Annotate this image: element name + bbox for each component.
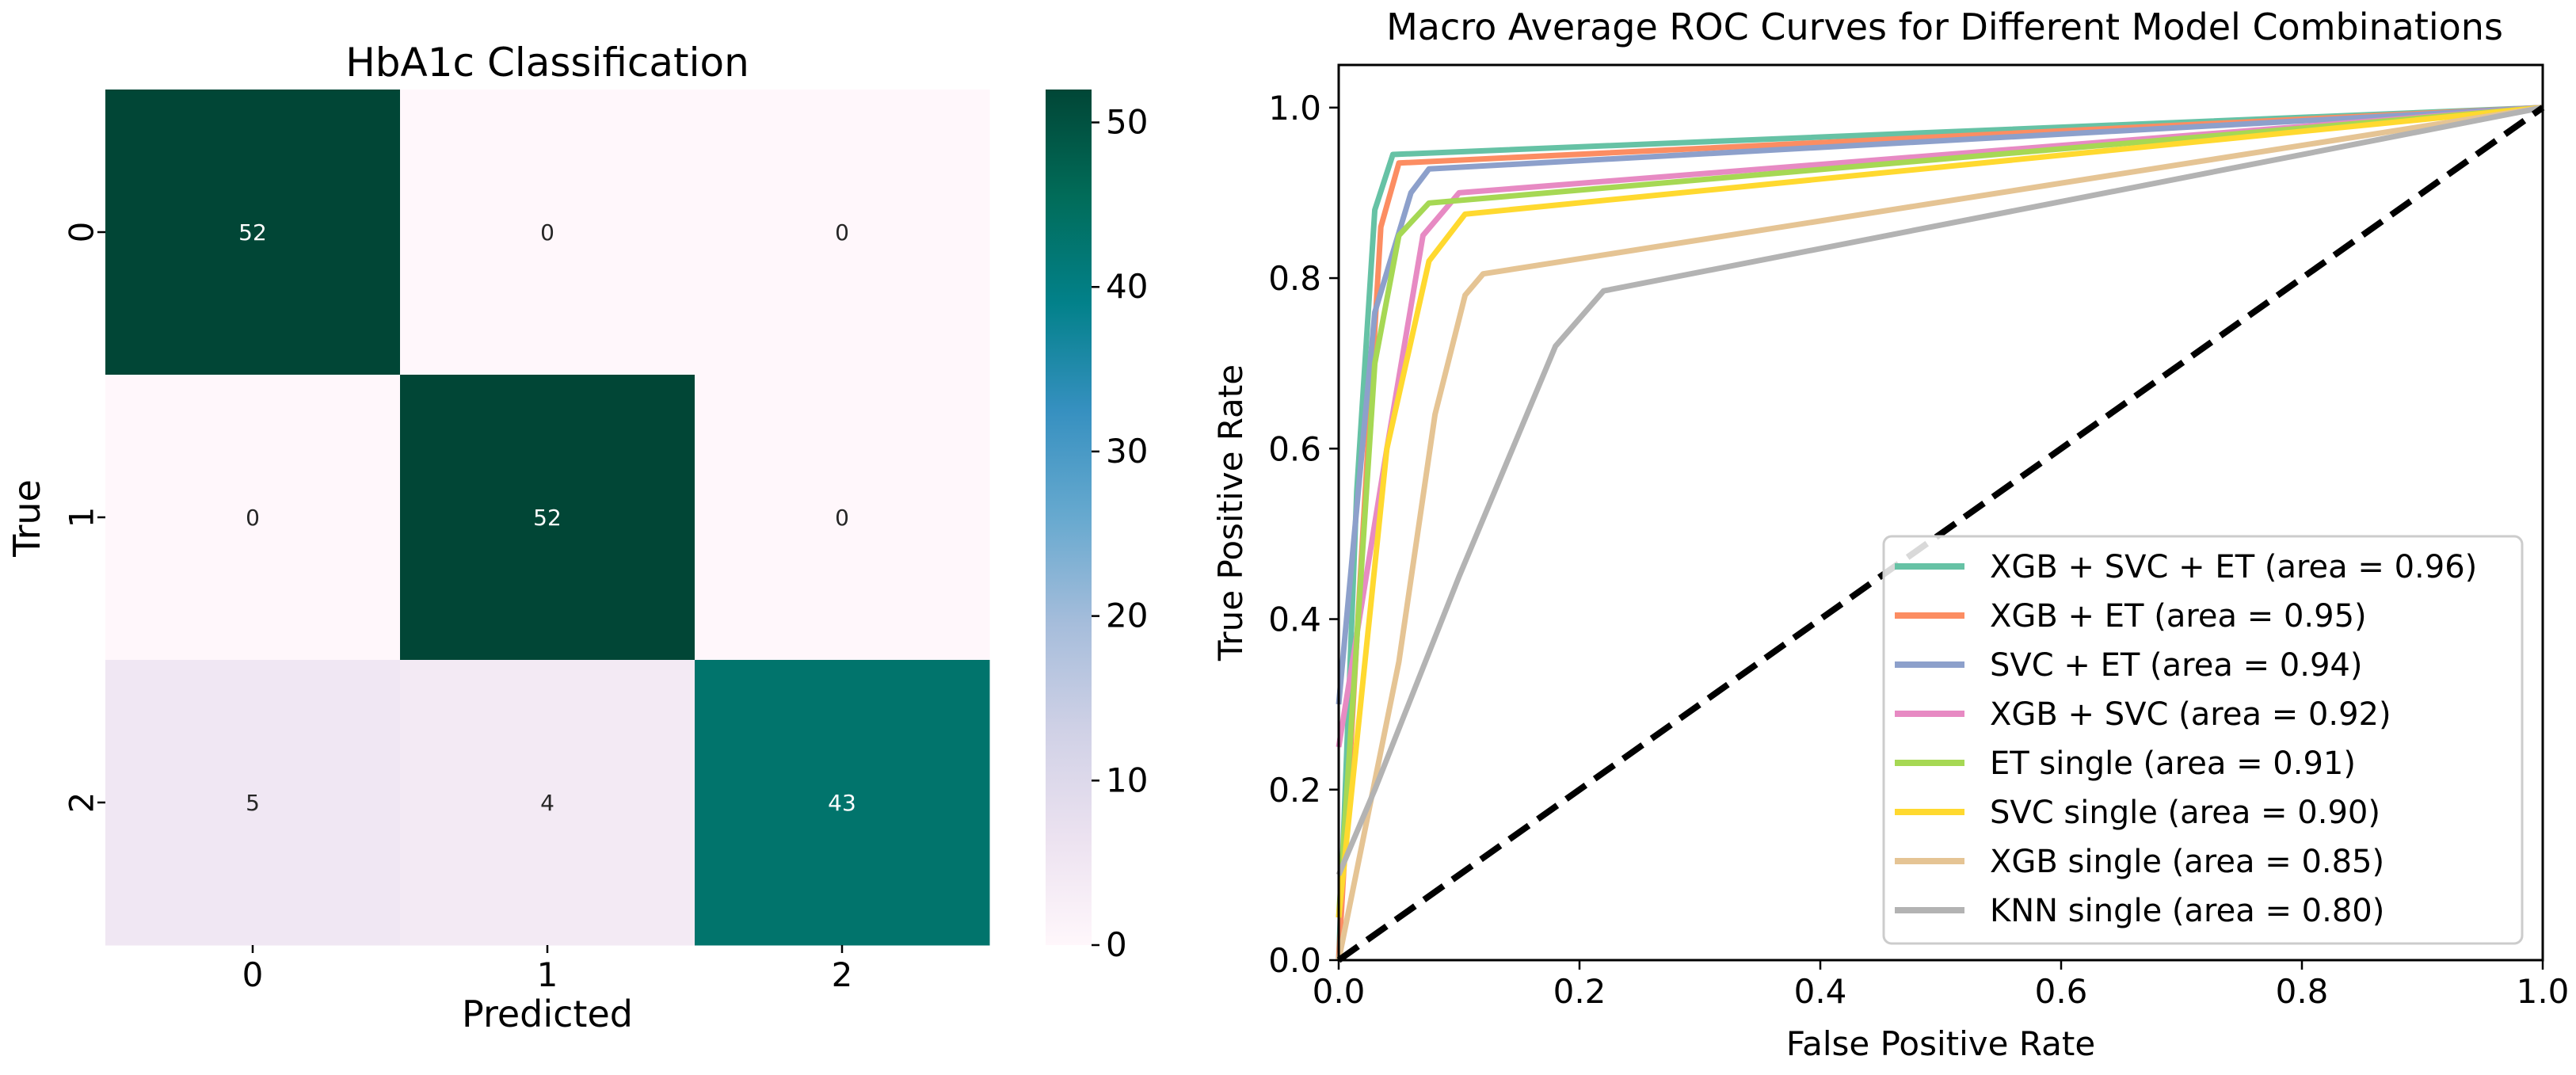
legend-items: XGB + SVC + ET (area = 0.96) XGB + ET (ar… [1895, 549, 2477, 929]
heatmap-cell [105, 660, 401, 946]
roc-title: Macro Average ROC Curves for Different M… [1386, 6, 2503, 48]
heatmap-cell [105, 90, 401, 375]
roc-x-tick-label: 0.0 [1313, 972, 1366, 1011]
chance-diagonal [1336, 105, 2545, 963]
heatmap-cell [400, 375, 695, 661]
roc-ylabel: True Positive Rate [1211, 364, 1250, 661]
heatmap-y-tick-label: 2 [63, 792, 101, 814]
roc-x-ticks: 0.0 0.2 0.4 0.6 0.8 1.0 [1313, 960, 2570, 1011]
heatmap-cell-value: 0 [540, 219, 554, 246]
heatmap-title: HbA1c Classification [345, 40, 749, 86]
roc-xlabel: False Positive Rate [1786, 1024, 2095, 1063]
roc-y-tick-label: 0.8 [1268, 259, 1321, 298]
heatmap-cell [400, 90, 695, 375]
heatmap-cell-value: 0 [835, 505, 849, 531]
roc-curve [1336, 105, 2544, 918]
colorbar-tick-label: 20 [1106, 597, 1148, 635]
heatmap-cell-value: 0 [246, 505, 260, 531]
legend-label: XGB + SVC (area = 0.92) [1990, 696, 2391, 733]
colorbar-tick-label: 50 [1106, 103, 1148, 142]
heatmap-xlabel: Predicted [462, 993, 633, 1035]
heatmap-cell-value: 43 [828, 790, 856, 816]
roc-x-tick-label: 1.0 [2517, 972, 2570, 1011]
colorbar-tick-label: 10 [1106, 761, 1148, 799]
legend-label: KNN single (area = 0.80) [1990, 893, 2384, 929]
roc-x-tick-label: 0.4 [1794, 972, 1847, 1011]
colorbar-ticks: 0 10 20 30 40 50 [1092, 103, 1148, 964]
heatmap-cell-value: 52 [533, 505, 562, 531]
heatmap-cell [695, 660, 990, 946]
heatmap-cell [400, 660, 695, 946]
roc-y-tick-label: 0.0 [1268, 941, 1321, 980]
legend-label: SVC single (area = 0.90) [1990, 795, 2380, 831]
heatmap-x-tick-label: 2 [832, 955, 853, 994]
legend-label: XGB + SVC + ET (area = 0.96) [1990, 549, 2477, 585]
heatmap-cells: 52 0 0 0 52 0 5 4 43 [105, 90, 990, 946]
roc-panel: Macro Average ROC Curves for Different M… [1211, 6, 2569, 1063]
colorbar-gradient [1046, 90, 1092, 945]
colorbar: 0 10 20 30 40 50 [1046, 90, 1148, 964]
heatmap-cell-value: 4 [540, 790, 554, 816]
colorbar-tick-label: 0 [1106, 925, 1127, 964]
heatmap-y-tick-label: 0 [63, 222, 101, 243]
roc-curve [1336, 105, 2544, 705]
heatmap-x-tick-label: 0 [242, 955, 264, 994]
heatmap-panel: HbA1c Classification 52 0 0 0 52 0 5 4 43 0 1 2 0 1… [6, 40, 1148, 1035]
roc-curve [1336, 105, 2544, 918]
heatmap-x-tick-label: 1 [537, 955, 558, 994]
roc-curve [1336, 105, 2544, 748]
legend-label: ET single (area = 0.91) [1990, 745, 2356, 782]
roc-legend: XGB + SVC + ET (area = 0.96) XGB + ET (ar… [1882, 535, 2524, 945]
heatmap-cell [695, 90, 990, 375]
heatmap-cell-value: 5 [246, 790, 260, 816]
heatmap-ylabel: True [6, 479, 48, 558]
heatmap-x-ticks: 0 1 2 [242, 945, 853, 994]
colorbar-tick-label: 40 [1106, 267, 1148, 306]
heatmap-cell [695, 375, 990, 661]
legend-label: SVC + ET (area = 0.94) [1990, 647, 2362, 684]
colorbar-tick-label: 30 [1106, 432, 1148, 471]
roc-x-tick-label: 0.8 [2276, 972, 2329, 1011]
legend-frame [1882, 535, 2524, 945]
roc-curve [1336, 105, 2544, 961]
heatmap-cell [105, 375, 401, 661]
roc-y-tick-label: 0.2 [1268, 771, 1321, 810]
roc-curve [1336, 105, 2544, 876]
legend-label: XGB + ET (area = 0.95) [1990, 598, 2367, 635]
roc-y-tick-label: 0.4 [1268, 600, 1321, 639]
heatmap-cell-value: 0 [835, 219, 849, 246]
roc-x-tick-label: 0.2 [1553, 972, 1606, 1011]
roc-y-ticks: 0.0 0.2 0.4 0.6 0.8 1.0 [1268, 89, 1339, 980]
roc-y-tick-label: 1.0 [1268, 89, 1321, 128]
roc-x-tick-label: 0.6 [2035, 972, 2088, 1011]
roc-axes-frame [1337, 63, 2544, 962]
heatmap-y-tick-label: 1 [63, 507, 101, 528]
heatmap-cell-value: 52 [238, 219, 267, 246]
legend-label: XGB single (area = 0.85) [1990, 844, 2384, 880]
roc-y-tick-label: 0.6 [1268, 429, 1321, 468]
heatmap-y-ticks: 0 1 2 [63, 222, 105, 814]
roc-lines [1336, 105, 2545, 963]
roc-curve [1336, 105, 2544, 961]
